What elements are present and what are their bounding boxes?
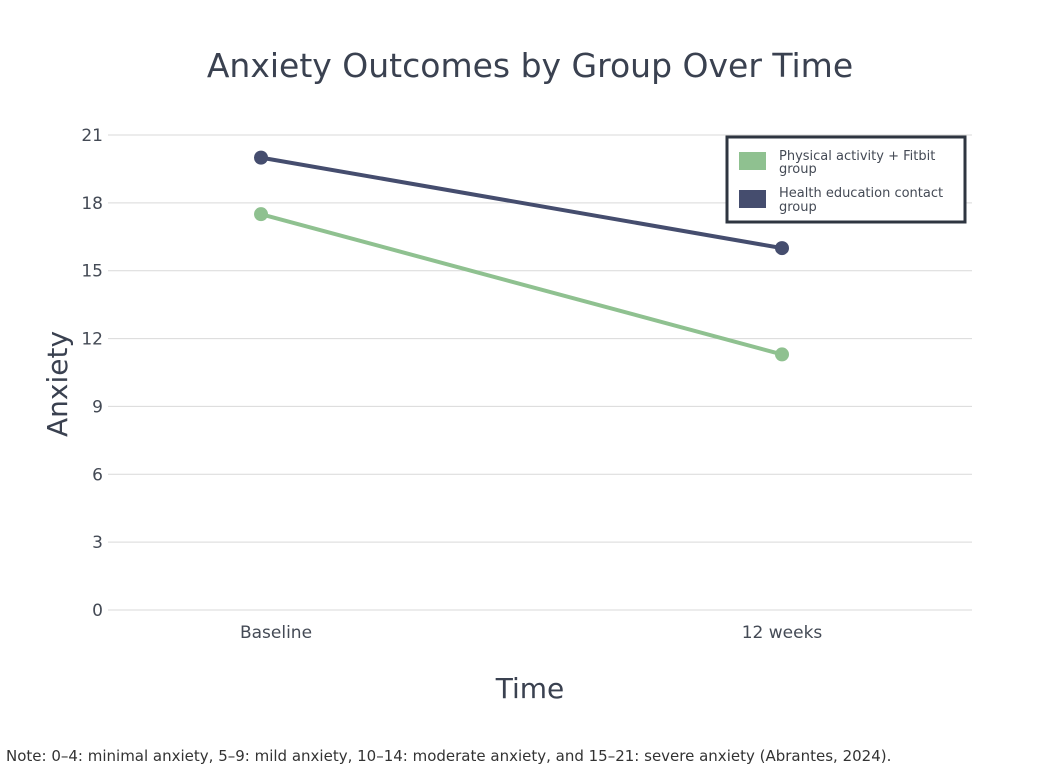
series-1 <box>254 150 789 256</box>
x-tick-labels: Baseline 12 weeks <box>240 623 822 643</box>
series-line <box>260 155 783 251</box>
y-tick-label: 18 <box>81 194 103 214</box>
y-tick-label: 9 <box>92 397 103 417</box>
x-axis-title: Time <box>495 672 565 705</box>
y-tick-labels: 0 3 6 9 12 15 18 21 <box>81 126 103 621</box>
x-tick-label: 12 weeks <box>742 623 823 643</box>
y-tick-label: 3 <box>92 533 103 553</box>
legend-swatch <box>739 190 766 208</box>
y-tick-label: 6 <box>92 465 103 485</box>
legend-label: Physical activity + Fitbit group <box>779 149 935 177</box>
legend-item: Physical activity + Fitbit group <box>739 149 935 177</box>
data-point <box>254 207 268 222</box>
legend-item: Health education contact group <box>739 186 943 215</box>
series-lines <box>254 150 789 362</box>
data-point <box>775 347 789 362</box>
series-line <box>260 212 783 357</box>
data-point <box>254 150 268 165</box>
y-tick-label: 15 <box>81 262 103 282</box>
legend: Physical activity + Fitbit group Health ed… <box>725 135 967 224</box>
chart-note: Note: 0–4: minimal anxiety, 5–9: mild an… <box>6 747 891 765</box>
series-0 <box>254 207 789 362</box>
gridlines <box>108 134 972 611</box>
chart-title: Anxiety Outcomes by Group Over Time <box>207 46 853 85</box>
y-axis-title: Anxiety <box>41 331 74 437</box>
legend-label: Health education contact group <box>779 186 943 215</box>
y-tick-label: 12 <box>81 330 103 350</box>
data-point <box>775 241 789 256</box>
legend-box <box>725 135 967 224</box>
y-tick-label: 0 <box>92 601 103 621</box>
legend-swatch <box>739 152 766 170</box>
y-tick-label: 21 <box>81 126 103 146</box>
x-tick-label: Baseline <box>240 623 312 643</box>
